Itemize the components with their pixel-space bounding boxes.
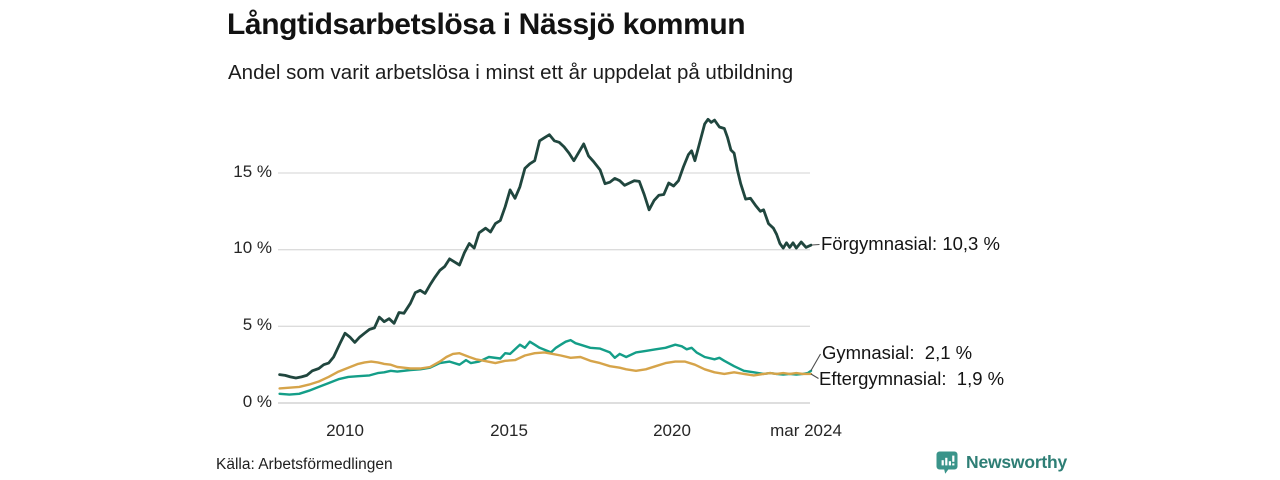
series-label-forgymnasial: Förgymnasial: 10,3 % [821,233,1000,254]
page-subtitle: Andel som varit arbetslösa i minst ett å… [228,61,794,84]
series-line-förgymnasial [278,117,813,380]
series-lines [278,117,813,396]
series-label-gymnasial: Gymnasial: 2,1 % [822,342,973,363]
x-tick-2015: 2015 [490,421,528,440]
source-note: Källa: Arbetsförmedlingen [216,456,393,473]
y-tick-0: 0 % [242,392,272,411]
series-line-eftergymnasial [278,351,813,390]
label-leader-lines [810,243,821,379]
x-tick-2020: 2020 [653,421,691,440]
gridlines [278,172,810,404]
y-tick-15: 15 % [233,162,272,181]
newsworthy-branding[interactable]: Newsworthy [936,450,1067,475]
x-tick-mar-2024: mar 2024 [770,421,842,440]
page-title: Långtidsarbetslösa i Nässjö kommun [227,8,746,41]
series-line-gymnasial [278,338,813,396]
newsworthy-wordmark: Newsworthy [966,452,1068,472]
leader-forgymnasial [811,243,820,246]
y-tick-5: 5 % [242,315,272,334]
y-tick-10: 10 % [233,238,272,257]
x-tick-2010: 2010 [326,421,364,440]
leader-eftergymnasial [810,373,819,379]
newsworthy-speech-bubble-chart-icon [936,450,959,475]
series-label-eftergymnasial: Eftergymnasial: 1,9 % [819,368,1005,389]
